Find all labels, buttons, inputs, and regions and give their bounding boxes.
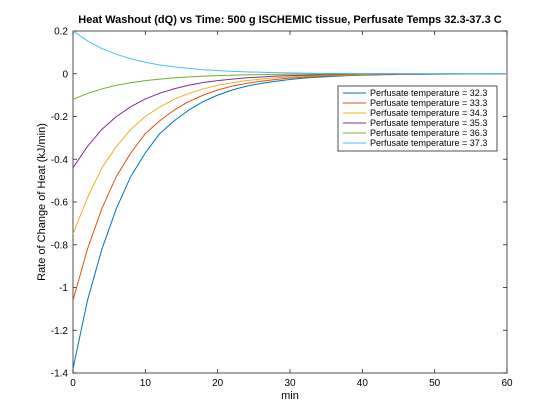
y-tick-label: 0	[62, 69, 68, 80]
y-tick-label: -1.2	[51, 326, 69, 337]
y-tick-label: 0.2	[54, 27, 68, 38]
x-tick-label: 60	[501, 378, 513, 389]
legend-entry-label: Perfusate temperature = 32.3	[370, 88, 487, 98]
legend-entry-label: Perfusate temperature = 35.3	[370, 118, 487, 128]
x-tick-label: 0	[70, 378, 76, 389]
x-tick-label: 40	[357, 378, 369, 389]
x-tick-label: 10	[140, 378, 152, 389]
x-axis-label: min	[281, 390, 299, 402]
plot-area	[72, 30, 508, 374]
chart-title: Heat Washout (dQ) vs Time: 500 g ISCHEMI…	[78, 14, 501, 26]
y-tick-label: -1	[59, 283, 68, 294]
series-lines	[72, 30, 507, 369]
legend-entry-label: Perfusate temperature = 37.3	[370, 138, 487, 148]
legend-entry-label: Perfusate temperature = 34.3	[370, 108, 487, 118]
y-tick-label: -0.2	[51, 112, 69, 123]
x-tick-label: 20	[212, 378, 224, 389]
y-tick-label: -0.4	[51, 155, 69, 166]
y-tick-label: -1.4	[51, 369, 69, 380]
y-axis-label: Rate of Change of Heat (kJ/min)	[36, 123, 48, 281]
legend-box	[337, 85, 498, 152]
x-tick-label: 50	[429, 378, 441, 389]
y-tick-label: -0.6	[51, 198, 69, 209]
legend-entry-label: Perfusate temperature = 33.3	[370, 98, 487, 108]
legend-entry-label: Perfusate temperature = 36.3	[370, 128, 487, 138]
y-tick-label: -0.8	[51, 240, 69, 251]
series-line-6	[72, 30, 507, 75]
x-tick-label: 30	[284, 378, 296, 389]
